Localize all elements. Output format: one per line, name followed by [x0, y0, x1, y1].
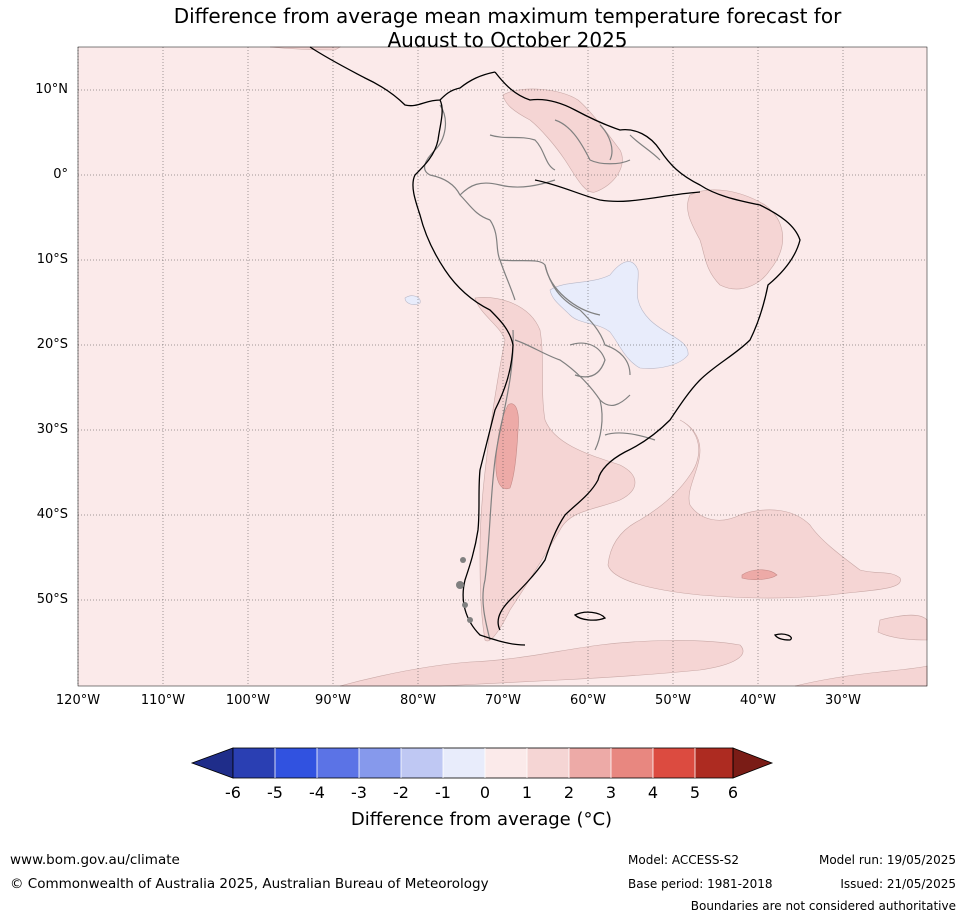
colorbar-bin — [527, 748, 569, 778]
eastern-brazil-warm — [687, 189, 783, 290]
lon-label-100w: 100°W — [225, 693, 271, 708]
colorbar-bin — [317, 748, 359, 778]
lon-label-40w: 40°W — [740, 693, 776, 708]
title-line-1: Difference from average mean maximum tem… — [173, 4, 842, 28]
atlantic-hot-spot — [741, 569, 778, 580]
footer-model-run: Model run: 19/05/2025 — [818, 853, 956, 867]
colorbar-bin — [233, 748, 275, 778]
central-brazil-cool-region — [549, 261, 689, 369]
lon-label-90w: 90°W — [315, 693, 351, 708]
colorbar-tick: -3 — [351, 783, 367, 802]
lat-label-50s: 50°S — [36, 592, 68, 607]
footer-model: Model: ACCESS-S2 — [628, 853, 740, 867]
colorbar-tick: 3 — [605, 783, 617, 802]
lat-label-20s: 20°S — [36, 337, 68, 352]
lon-label-80w: 80°W — [400, 693, 436, 708]
lat-label-0: 0° — [53, 167, 68, 182]
colorbar-bin — [275, 748, 317, 778]
colorbar-tick: 1 — [521, 783, 533, 802]
northern-south-america-warm — [502, 88, 623, 193]
colorbar-tick: -5 — [267, 783, 283, 802]
colorbar-label: Difference from average (°C) — [350, 809, 613, 830]
central-america-coast — [309, 46, 496, 107]
colorbar-tick: -4 — [309, 783, 325, 802]
southwest-atlantic-warm — [607, 419, 901, 599]
coastline — [309, 46, 801, 646]
colorbar-bin — [359, 748, 401, 778]
lon-label-50w: 50°W — [655, 693, 691, 708]
footer-boundaries-note: Boundaries are not considered authoritat… — [690, 899, 956, 913]
lat-label-10s: 10°S — [36, 252, 68, 267]
colorbar-tick: 4 — [647, 783, 659, 802]
colorbar-bin — [443, 748, 485, 778]
lat-label-10n: 10°N — [35, 82, 68, 97]
southern-ocean-warm — [339, 640, 744, 687]
colorbar-tick: -2 — [393, 783, 409, 802]
map-frame — [77, 46, 928, 687]
galapagos-cool-spot — [404, 295, 421, 305]
colorbar-bin — [569, 748, 611, 778]
colorbar-outline — [232, 747, 734, 779]
anomaly-1-2-regions — [269, 46, 928, 687]
caribbean-warm — [269, 46, 342, 51]
colorbar-tick: -6 — [225, 783, 241, 802]
colorbar-dividers — [274, 748, 696, 778]
pacific-coast — [412, 99, 526, 646]
colorbar-bin — [611, 748, 653, 778]
colorbar-low-arrow — [190, 747, 234, 779]
colorbar-tick: 2 — [563, 783, 575, 802]
colorbar-high-arrow — [732, 747, 774, 779]
south-georgia — [773, 633, 792, 641]
map-title: Difference from average mean maximum tem… — [0, 4, 965, 52]
falkland-islands — [573, 611, 607, 621]
lon-label-30w: 30°W — [825, 693, 861, 708]
lat-label-30s: 30°S — [36, 422, 68, 437]
footer-url: www.bom.gov.au/climate — [10, 852, 180, 868]
colorbar-tick: -1 — [435, 783, 451, 802]
colorbar-bin — [695, 748, 733, 778]
lon-label-120w: 120°W — [55, 693, 101, 708]
graticule — [77, 47, 927, 686]
amazon-river — [534, 179, 701, 203]
footer-copyright: © Commonwealth of Australia 2025, Austra… — [10, 876, 489, 892]
atlantic-coast — [494, 71, 801, 631]
lat-label-40s: 40°S — [36, 507, 68, 522]
lon-label-110w: 110°W — [140, 693, 186, 708]
country-borders — [423, 104, 661, 641]
colorbar-bin — [485, 748, 527, 778]
colorbar-bin — [653, 748, 695, 778]
footer-base-period: Base period: 1981-2018 — [628, 877, 773, 891]
colorbar — [190, 747, 774, 779]
southern-ocean-far-east-warm — [794, 665, 928, 687]
lon-label-70w: 70°W — [485, 693, 521, 708]
colorbar-tick: 0 — [479, 783, 491, 802]
colorbar-tick: 6 — [727, 783, 739, 802]
lon-label-60w: 60°W — [570, 693, 606, 708]
colorbar-tick: 5 — [689, 783, 701, 802]
footer-issued: Issued: 21/05/2025 — [840, 877, 956, 891]
chile-fjords — [456, 557, 473, 623]
colorbar-bin — [401, 748, 443, 778]
